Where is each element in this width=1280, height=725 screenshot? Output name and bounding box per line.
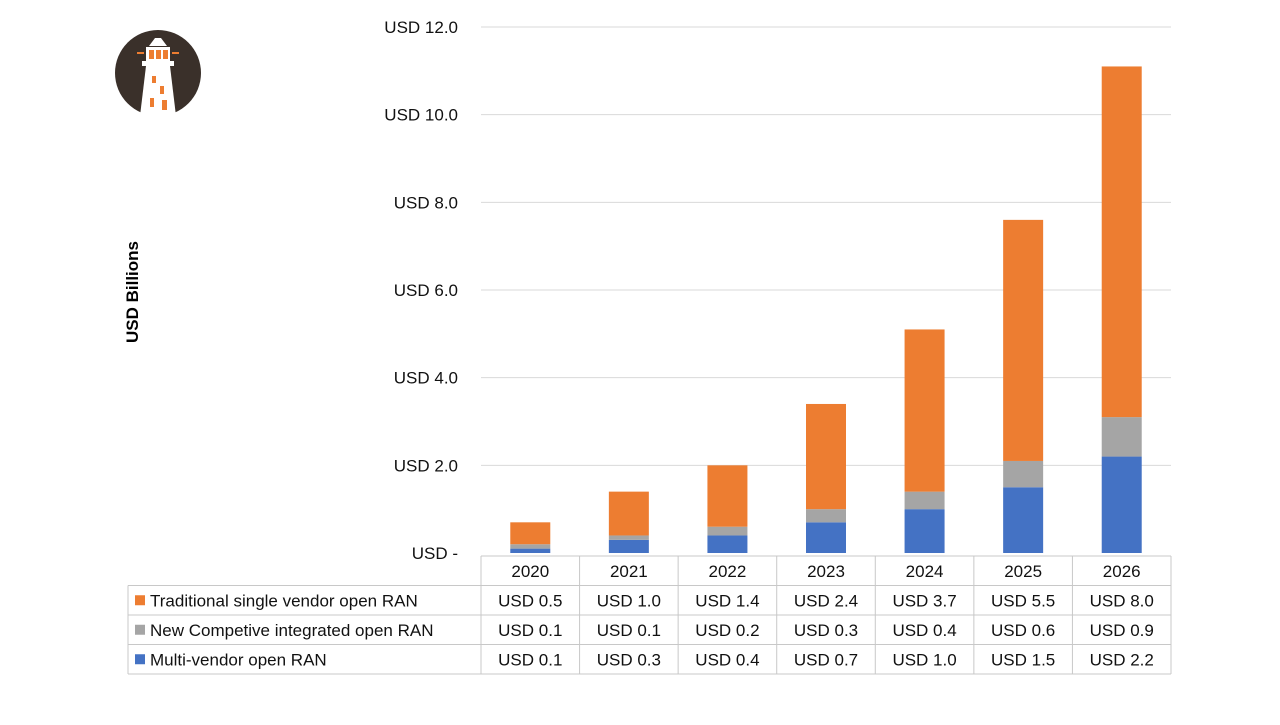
data-table: 2020 2021 2022 2023 2024 2025 2026 Traditional … (127, 555, 1172, 675)
bar-2024-new-competive-integrated-open-ran (904, 491, 945, 510)
data-label: USD 5.5 (991, 591, 1055, 610)
bar-2023-traditional-single-vendor-open-ran (806, 403, 846, 510)
data-label: USD 2.2 (1090, 650, 1154, 669)
data-label: USD 0.7 (794, 650, 858, 669)
bar-2020-traditional-single-vendor-open-ran (510, 522, 551, 545)
bar-2025-traditional-single-vendor-open-ran (1003, 219, 1044, 461)
data-label: USD 1.0 (892, 650, 956, 669)
x-tick-label: 2021 (610, 562, 648, 581)
bar-2026-new-competive-integrated-open-ran (1101, 417, 1142, 457)
data-label: USD 0.2 (695, 621, 759, 640)
bar-2023-new-competive-integrated-open-ran (806, 509, 846, 523)
y-tick-label: USD 6.0 (394, 281, 458, 300)
y-tick-label: USD - (412, 544, 458, 563)
bar-2023-multi-vendor-open-ran (806, 522, 846, 553)
bar-2022-multi-vendor-open-ran (707, 535, 748, 553)
data-label: USD 0.1 (498, 650, 562, 669)
data-label: USD 1.5 (991, 650, 1055, 669)
bar-2020-multi-vendor-open-ran (510, 548, 551, 553)
legend-label: Multi-vendor open RAN (150, 650, 327, 669)
x-tick-label: 2020 (511, 562, 549, 581)
data-label: USD 0.3 (597, 650, 661, 669)
y-tick-label: USD 4.0 (394, 369, 458, 388)
data-label: USD 0.4 (695, 650, 759, 669)
legend-label: New Competive integrated open RAN (150, 621, 433, 640)
lighthouse-logo (115, 30, 201, 116)
bar-2021-multi-vendor-open-ran (608, 539, 649, 553)
y-tick-label: USD 2.0 (394, 456, 458, 475)
data-label: USD 1.0 (597, 591, 661, 610)
y-tick-label: USD 10.0 (384, 106, 458, 125)
data-label: USD 1.4 (695, 591, 759, 610)
data-label: USD 0.5 (498, 591, 562, 610)
x-tick-label: 2023 (807, 562, 845, 581)
data-label: USD 0.3 (794, 621, 858, 640)
legend-swatch (135, 624, 145, 635)
bar-2026-traditional-single-vendor-open-ran (1101, 66, 1142, 418)
data-label: USD 0.4 (892, 621, 956, 640)
bar-2022-traditional-single-vendor-open-ran (707, 465, 748, 527)
gridlines (481, 26, 1171, 466)
data-label: USD 8.0 (1090, 591, 1154, 610)
legend-swatch (135, 654, 145, 665)
bar-2022-new-competive-integrated-open-ran (707, 526, 748, 536)
y-tick-labels: USD - USD 2.0 USD 4.0 USD 6.0 USD 8.0 USD 10.… (384, 18, 458, 563)
x-tick-label: 2026 (1103, 562, 1141, 581)
bar-2026-multi-vendor-open-ran (1101, 456, 1142, 553)
data-label: USD 3.7 (892, 591, 956, 610)
data-label: USD 0.9 (1090, 621, 1154, 640)
x-tick-label: 2024 (906, 562, 944, 581)
y-tick-label: USD 12.0 (384, 18, 458, 37)
bar-2020-new-competive-integrated-open-ran (510, 544, 551, 549)
data-label: USD 0.6 (991, 621, 1055, 640)
y-axis-title: USD Billions (123, 241, 142, 343)
data-label: USD 0.1 (498, 621, 562, 640)
bar-2024-traditional-single-vendor-open-ran (904, 329, 945, 492)
bar-2025-new-competive-integrated-open-ran (1003, 460, 1044, 488)
bars (510, 66, 1142, 553)
bar-2021-traditional-single-vendor-open-ran (608, 491, 649, 536)
legend-swatch (135, 595, 145, 606)
legend-label: Traditional single vendor open RAN (150, 591, 418, 610)
bar-2025-multi-vendor-open-ran (1003, 487, 1044, 553)
data-label: USD 2.4 (794, 591, 858, 610)
bar-2024-multi-vendor-open-ran (904, 509, 945, 553)
y-tick-label: USD 8.0 (394, 193, 458, 212)
bar-2021-new-competive-integrated-open-ran (608, 535, 649, 540)
x-tick-label: 2022 (709, 562, 747, 581)
data-label: USD 0.1 (597, 621, 661, 640)
x-tick-label: 2025 (1004, 562, 1042, 581)
